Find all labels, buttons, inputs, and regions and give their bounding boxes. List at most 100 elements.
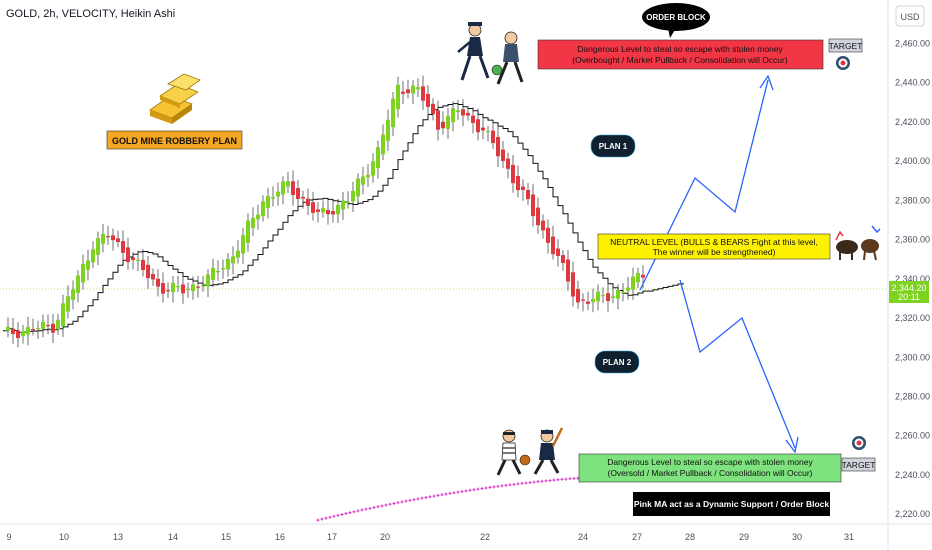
pink-ma-point: [324, 516, 328, 520]
candle-body: [616, 290, 620, 299]
upper-zone-line2: (Overbought / Market Pullback / Consolid…: [572, 55, 788, 65]
candle-body: [641, 274, 645, 278]
currency-badge[interactable]: [895, 5, 925, 27]
pink-ma-point: [536, 480, 540, 484]
candle-body: [391, 98, 395, 128]
candle-body: [211, 267, 215, 280]
candle-body: [166, 290, 170, 292]
candle-body: [336, 204, 340, 215]
pink-ma-point: [384, 503, 388, 507]
upper-target-zone[interactable]: [537, 39, 824, 70]
lower-target-zone[interactable]: [578, 453, 842, 483]
candle-body: [416, 87, 420, 90]
candle-body: [101, 234, 105, 244]
candle-body: [601, 294, 605, 297]
candle-body: [66, 296, 70, 312]
pink-ma-point: [572, 476, 576, 480]
lower-zone-line2: (Oversold / Market Pullback / Consolidat…: [607, 468, 812, 478]
lower-zone-line1: Dangerous Level to steal so escape with …: [607, 457, 813, 467]
time-axis[interactable]: 9 10 13 14 15 16 17 20 22 24 27 28 29 30 31: [6, 532, 854, 542]
pink-ma-point: [372, 505, 376, 509]
candle-body: [201, 285, 205, 287]
neutral-zone[interactable]: [597, 233, 831, 260]
candle-body: [506, 158, 510, 169]
time-tick-label: 15: [221, 532, 231, 542]
candle-body: [571, 272, 575, 297]
candle-body: [146, 264, 150, 279]
candle-body: [566, 259, 570, 282]
candle-body: [11, 328, 15, 334]
candle-body: [266, 196, 270, 208]
pink-ma-point: [496, 484, 500, 488]
candle-body: [496, 136, 500, 157]
candle-body: [76, 275, 80, 293]
candle-body: [421, 86, 425, 101]
candle-body: [96, 238, 100, 255]
candle-body: [251, 217, 255, 228]
pink-ma-point: [340, 512, 344, 516]
candle-body: [221, 268, 225, 270]
pink-ma-point: [436, 493, 440, 497]
bull-bear-icon: [835, 225, 881, 261]
price-tick-label: 2,360.00: [895, 235, 930, 245]
candle-body: [91, 249, 95, 263]
pink-ma-point: [548, 478, 552, 482]
candle-body: [206, 274, 210, 287]
pink-ma-point: [524, 481, 528, 485]
pink-ma-point: [464, 489, 468, 493]
candle-body: [401, 91, 405, 94]
pink-ma-point: [428, 495, 432, 499]
candle-body: [456, 110, 460, 113]
candle-body: [171, 282, 175, 293]
candle-body: [281, 181, 285, 195]
pink-ma-point: [440, 493, 444, 497]
candle-body: [451, 108, 455, 123]
plan1-badge: [590, 134, 636, 158]
candle-body: [111, 235, 115, 241]
candle-body: [351, 190, 355, 202]
candle-body: [56, 319, 60, 330]
plan2-arrow-path: [679, 279, 796, 449]
pink-ma-point: [472, 488, 476, 492]
candle-body: [271, 197, 275, 199]
candle-body: [546, 227, 550, 243]
pink-ma-point: [412, 498, 416, 502]
price-axis[interactable]: 2,460.00 2,440.00 2,420.00 2,400.00 2,380.00…: [895, 38, 930, 519]
candle-body: [331, 211, 335, 215]
time-tick-label: 20: [380, 532, 390, 542]
time-tick-label: 17: [327, 532, 337, 542]
target-top-label: TARGET: [829, 41, 863, 51]
chart-title: GOLD, 2h, VELOCITY, Heikin Ashi: [6, 8, 175, 20]
current-price-label: 2,344.20: [891, 283, 926, 293]
candle-body: [36, 327, 40, 330]
pink-ma-badge: [633, 492, 830, 516]
candle-body: [411, 85, 415, 94]
pink-ma-point: [528, 481, 532, 485]
candle-body: [121, 241, 125, 253]
candle-body: [521, 186, 525, 190]
candle-body: [346, 201, 350, 204]
candle-body: [116, 238, 120, 243]
pink-ma-point: [376, 505, 380, 509]
order-block-bubble-tail: [668, 28, 676, 38]
pink-ma-point: [556, 478, 560, 482]
candle-body: [106, 236, 110, 238]
candle-body: [611, 296, 615, 298]
pink-ma-point: [360, 508, 364, 512]
candle-body: [631, 276, 635, 290]
target-bottom-label: TARGET: [842, 460, 876, 470]
time-tick-label: 16: [275, 532, 285, 542]
pink-ma-point: [416, 497, 420, 501]
order-block-label: ORDER BLOCK: [646, 13, 706, 22]
pink-ma-point: [348, 511, 352, 515]
candle-body: [196, 286, 200, 288]
pink-ma-point: [532, 480, 536, 484]
candle-body: [126, 247, 130, 263]
pink-ma-point: [564, 477, 568, 481]
candle-body: [406, 89, 410, 94]
plan1-label: PLAN 1: [599, 142, 628, 151]
candle-body: [216, 271, 220, 273]
pink-ma-point: [488, 485, 492, 489]
candle-body: [261, 201, 265, 217]
